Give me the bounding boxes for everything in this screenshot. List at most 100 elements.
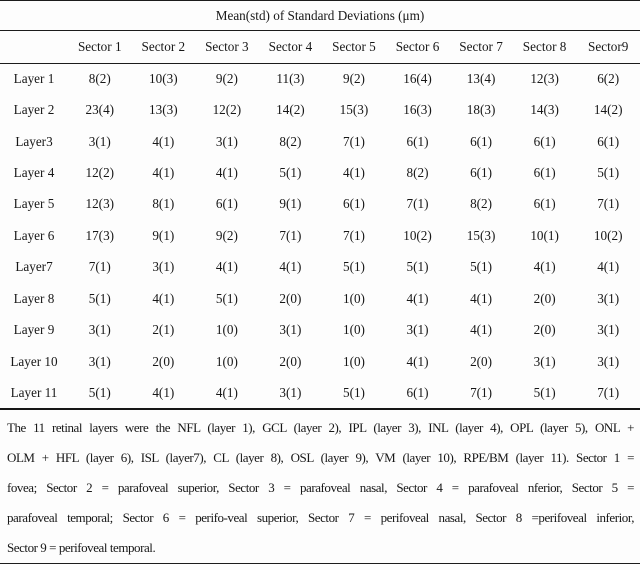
table-cell: 1(0) — [215, 353, 238, 369]
column-header: Sector 8 — [522, 38, 567, 54]
table-cell: 3(1) — [597, 290, 620, 306]
table-cell: 3(1) — [88, 322, 111, 338]
table-cell: 15(3) — [339, 102, 369, 118]
table-cell: 7(1) — [406, 196, 429, 212]
table-cell: 8(2) — [279, 133, 302, 149]
table-cell: 9(2) — [342, 70, 365, 86]
header-row: Sector 1 Sector 2 Sector 3 Sector 4 Sector 5… — [0, 31, 640, 63]
table-cell: 8(2) — [470, 196, 493, 212]
table-cell: 3(1) — [88, 353, 111, 369]
table-cell: 2(0) — [279, 353, 302, 369]
table-row: Layer3 3(1) 4(1) 3(1) 8(2) 7(1) 6(1) 6(1) 6(1) 6(… — [0, 126, 640, 157]
table-cell: 13(3) — [149, 102, 178, 118]
table-cell: 8(1) — [152, 196, 175, 212]
table-cell: 3(1) — [279, 384, 302, 400]
table-cell: 1(0) — [342, 353, 365, 369]
row-label: Layer3 — [15, 133, 53, 149]
column-header: Sector 4 — [268, 38, 313, 54]
table-row: Layer 2 23(4) 13(3) 12(2) 14(2) 15(3) 16(3) 18(… — [0, 94, 640, 125]
table-cell: 3(1) — [597, 322, 620, 338]
footnote-line: fovea; Sector 2 = parafoveal superior, S… — [7, 480, 634, 495]
table-cell: 6(1) — [533, 165, 556, 181]
column-header: Sector 2 — [141, 38, 186, 54]
table-cell: 6(1) — [597, 133, 620, 149]
table-cell: 1(0) — [342, 290, 365, 306]
table-cell: 4(1) — [152, 165, 175, 181]
table-cell: 6(1) — [533, 133, 556, 149]
table-cell: 5(1) — [279, 165, 302, 181]
row-label: Layer 6 — [13, 227, 55, 243]
table-row: Layer 6 17(3) 9(1) 9(2) 7(1) 7(1) 10(2) 15(3) 10… — [0, 220, 640, 251]
table-cell: 1(0) — [215, 322, 238, 338]
row-label: Layer 2 — [13, 102, 55, 118]
table-cell: 4(1) — [215, 259, 238, 275]
table-cell: 4(1) — [406, 353, 429, 369]
table-cell: 5(1) — [342, 384, 365, 400]
table-cell: 7(1) — [597, 384, 620, 400]
table-cell: 1(0) — [342, 322, 365, 338]
table-cell: 7(1) — [279, 227, 302, 243]
table-cell: 2(1) — [152, 322, 175, 338]
table-cell: 12(2) — [85, 165, 115, 181]
table-cell: 23(4) — [85, 102, 115, 118]
footnote-line: OLM + HFL (layer 6), ISL (layer7), CL (l… — [7, 449, 634, 465]
table-cell: 6(1) — [406, 133, 429, 149]
row-label: Layer 4 — [13, 165, 55, 181]
table-cell: 4(1) — [470, 290, 493, 306]
row-label: Layer7 — [15, 259, 53, 275]
table-cell: 5(1) — [533, 384, 556, 400]
table-cell: 14(3) — [530, 102, 559, 118]
table-body: Layer 1 8(2) 10(3) 9(2) 11(3) 9(2) 16(4) 13(4) 1… — [0, 63, 640, 409]
table-cell: 4(1) — [597, 259, 620, 275]
table-cell: 10(2) — [593, 227, 623, 243]
table-cell: 4(1) — [215, 384, 238, 400]
table-cell: 4(1) — [406, 290, 429, 306]
table-footnote: The 11 retinal layers were the NFL (laye… — [0, 410, 640, 563]
footnote-line: parafoveal temporal; Sector 6 = perifo-v… — [7, 510, 634, 526]
table-cell: 10(2) — [403, 227, 432, 243]
table-row: Layer 10 3(1) 2(0) 1(0) 2(0) 1(0) 4(1) 2(0) 3(1)… — [0, 346, 640, 377]
column-header: Sector 7 — [459, 38, 503, 54]
table-cell: 7(1) — [342, 133, 365, 149]
table-row: Layer 9 3(1) 2(1) 1(0) 3(1) 1(0) 3(1) 4(1) 2(0) 3… — [0, 315, 640, 346]
table-cell: 7(1) — [597, 196, 620, 212]
table-cell: 6(1) — [533, 196, 556, 212]
row-label: Layer 9 — [13, 322, 55, 338]
table-cell: 13(4) — [466, 70, 496, 86]
table-cell: 5(1) — [215, 290, 238, 306]
table-cell: 6(2) — [597, 70, 620, 86]
column-header: Sector 3 — [205, 38, 249, 54]
table-cell: 3(1) — [152, 259, 175, 275]
table-cell: 2(0) — [533, 322, 556, 338]
table-cell: 4(1) — [342, 165, 365, 181]
table-cell: 4(1) — [215, 165, 238, 181]
table-cell: 17(3) — [85, 227, 115, 243]
table-cell: 3(1) — [533, 353, 556, 369]
table-cell: 5(1) — [406, 259, 429, 275]
table-cell: 12(3) — [530, 70, 559, 86]
table-cell: 4(1) — [470, 322, 493, 338]
table-cell: 3(1) — [88, 133, 111, 149]
table-cell: 5(1) — [470, 259, 493, 275]
table-row: Layer 4 12(2) 4(1) 4(1) 5(1) 4(1) 8(2) 6(1) 6(1)… — [0, 157, 640, 188]
table-cell: 16(3) — [403, 102, 432, 118]
table-row: Layer 5 12(3) 8(1) 6(1) 9(1) 6(1) 7(1) 8(2) 6(1)… — [0, 189, 640, 220]
row-label: Layer 8 — [13, 290, 55, 306]
table-row: Layer 8 5(1) 4(1) 5(1) 2(0) 1(0) 4(1) 4(1) 2(0) 3… — [0, 283, 640, 314]
column-header: Sector 5 — [332, 38, 376, 54]
row-label: Layer 5 — [13, 196, 55, 212]
table-cell: 3(1) — [597, 353, 620, 369]
column-header: Sector 1 — [77, 38, 122, 54]
table-cell: 9(2) — [215, 70, 238, 86]
table-cell: 3(1) — [279, 322, 302, 338]
table-cell: 6(1) — [215, 196, 238, 212]
table-cell: 6(1) — [470, 165, 493, 181]
table-cell: 3(1) — [406, 322, 429, 338]
table-cell: 5(1) — [597, 165, 620, 181]
table-cell: 14(2) — [276, 102, 305, 118]
table-cell: 5(1) — [88, 384, 111, 400]
table-cell: 4(1) — [533, 259, 556, 275]
table-cell: 8(2) — [406, 165, 429, 181]
table-cell: 18(3) — [466, 102, 496, 118]
table-cell: 9(1) — [279, 196, 302, 212]
